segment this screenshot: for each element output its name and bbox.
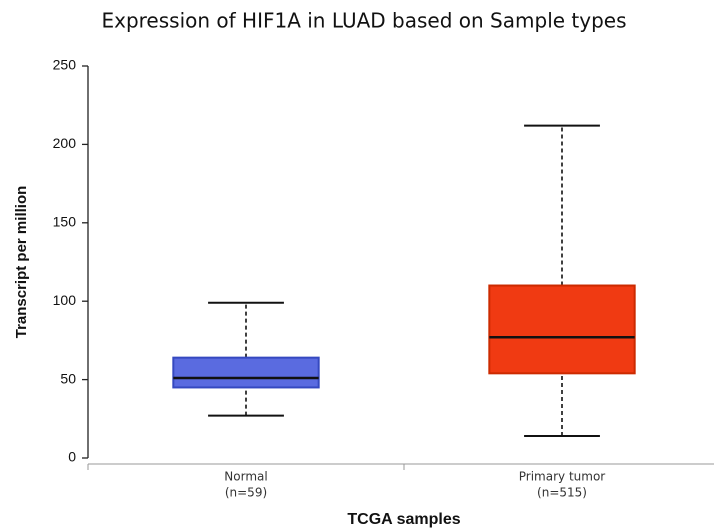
y-tick-label: 50: [60, 370, 76, 386]
x-tick-count: (n=59): [225, 486, 267, 500]
y-tick-label: 200: [53, 135, 77, 151]
box: [172, 356, 320, 389]
chart-title: Expression of HIF1A in LUAD based on Sam…: [101, 9, 626, 33]
y-tick-label: 100: [53, 292, 77, 308]
x-tick-label: Normal: [224, 470, 267, 484]
box: [488, 284, 636, 375]
y-tick-label: 150: [53, 214, 77, 230]
x-axis-label: TCGA samples: [347, 511, 460, 528]
x-tick-count: (n=515): [537, 486, 587, 500]
y-axis-label: Transcript per million: [13, 186, 30, 339]
y-tick-label: 250: [53, 57, 77, 73]
y-tick-label: 0: [68, 449, 76, 465]
x-tick-label: Primary tumor: [519, 470, 606, 484]
